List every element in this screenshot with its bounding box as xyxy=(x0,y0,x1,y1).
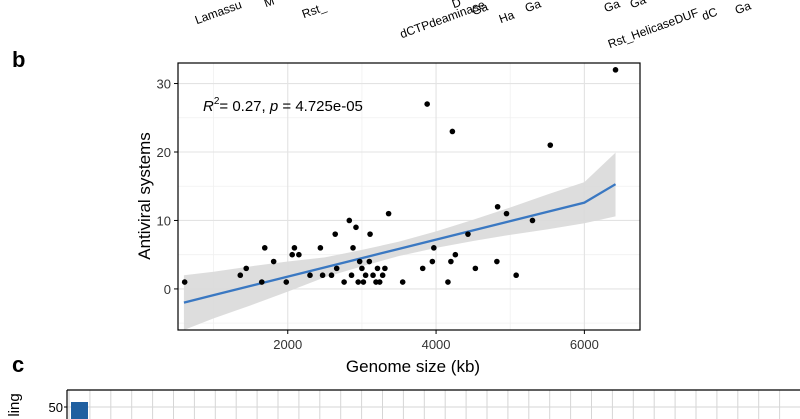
data-point xyxy=(385,210,392,217)
data-point xyxy=(359,265,365,272)
data-point xyxy=(529,217,536,224)
data-point xyxy=(181,279,188,285)
plot-frame xyxy=(177,62,641,331)
stat-annotation: R2= 0.27, p = 4.725e-05 xyxy=(203,96,363,115)
data-point xyxy=(350,245,356,251)
data-point xyxy=(355,279,362,285)
r-superscript: 2 xyxy=(214,96,220,107)
stat-text: = 0.27, xyxy=(219,98,269,115)
data-point xyxy=(328,272,335,279)
data-point xyxy=(503,210,510,217)
p-value-text: = 4.725e-05 xyxy=(278,98,363,115)
y-tick-label: 10 xyxy=(157,213,171,228)
x-tick-label: 4000 xyxy=(422,337,451,352)
data-point xyxy=(612,67,619,73)
data-point xyxy=(362,272,369,279)
data-point xyxy=(243,265,250,272)
data-point xyxy=(513,272,519,279)
data-point xyxy=(424,101,430,107)
data-point xyxy=(494,203,501,210)
data-point xyxy=(382,265,388,272)
y-tick-label: 30 xyxy=(157,77,171,92)
data-point xyxy=(341,279,347,285)
panel-c-bar xyxy=(71,402,88,419)
points-layer xyxy=(181,67,619,285)
data-point xyxy=(261,245,268,251)
data-point xyxy=(366,258,373,265)
p-symbol: p xyxy=(269,98,278,115)
panel-c-y-title: ling xyxy=(6,393,23,416)
data-point xyxy=(547,142,554,148)
y-tick-label: 20 xyxy=(157,145,171,160)
data-point xyxy=(353,224,359,231)
data-point xyxy=(296,251,302,258)
data-point xyxy=(370,272,376,279)
data-point xyxy=(237,272,244,279)
data-point xyxy=(376,279,383,285)
panel-c-chart: ling 50 xyxy=(6,389,800,419)
confidence-band xyxy=(183,152,616,330)
data-point xyxy=(333,265,340,272)
x-tick-label: 2000 xyxy=(273,337,302,352)
data-point xyxy=(291,245,298,251)
data-point xyxy=(346,217,353,224)
data-point xyxy=(449,128,456,135)
data-point xyxy=(429,258,436,265)
data-point xyxy=(319,272,326,279)
data-point xyxy=(270,258,277,265)
data-point xyxy=(307,272,313,279)
data-point xyxy=(472,265,479,272)
y-tick-label: 0 xyxy=(164,282,171,297)
data-point xyxy=(332,231,339,237)
data-point xyxy=(367,231,373,237)
data-point xyxy=(379,272,386,279)
data-point xyxy=(431,245,437,251)
panel-label-c: c xyxy=(12,352,25,377)
panel-label-b: b xyxy=(12,47,26,72)
x-axis-title: Genome size (kb) xyxy=(346,357,480,376)
data-point xyxy=(452,251,459,258)
data-point xyxy=(399,279,406,285)
panel-c-y-tick-label: 50 xyxy=(49,400,63,415)
r-symbol: R xyxy=(203,98,214,115)
data-point xyxy=(348,272,355,279)
grid-minor xyxy=(178,63,640,330)
data-point xyxy=(317,245,324,251)
data-point xyxy=(360,279,367,285)
data-point xyxy=(448,258,454,265)
x-tick-label: 6000 xyxy=(570,337,599,352)
data-point xyxy=(356,258,363,265)
data-point xyxy=(289,251,296,258)
x-axis-ticks: 2000 4000 6000 xyxy=(273,330,599,352)
data-point xyxy=(258,279,265,285)
data-point xyxy=(283,279,290,285)
y-axis-title: Antiviral systems xyxy=(135,132,154,260)
y-axis-ticks: 0 10 20 30 xyxy=(157,77,178,297)
data-point xyxy=(465,231,471,237)
panel-c-grid xyxy=(67,390,800,419)
data-point xyxy=(419,265,426,272)
regression-line xyxy=(183,183,617,304)
data-point xyxy=(445,279,451,285)
data-point xyxy=(374,265,381,272)
data-point xyxy=(494,258,500,265)
